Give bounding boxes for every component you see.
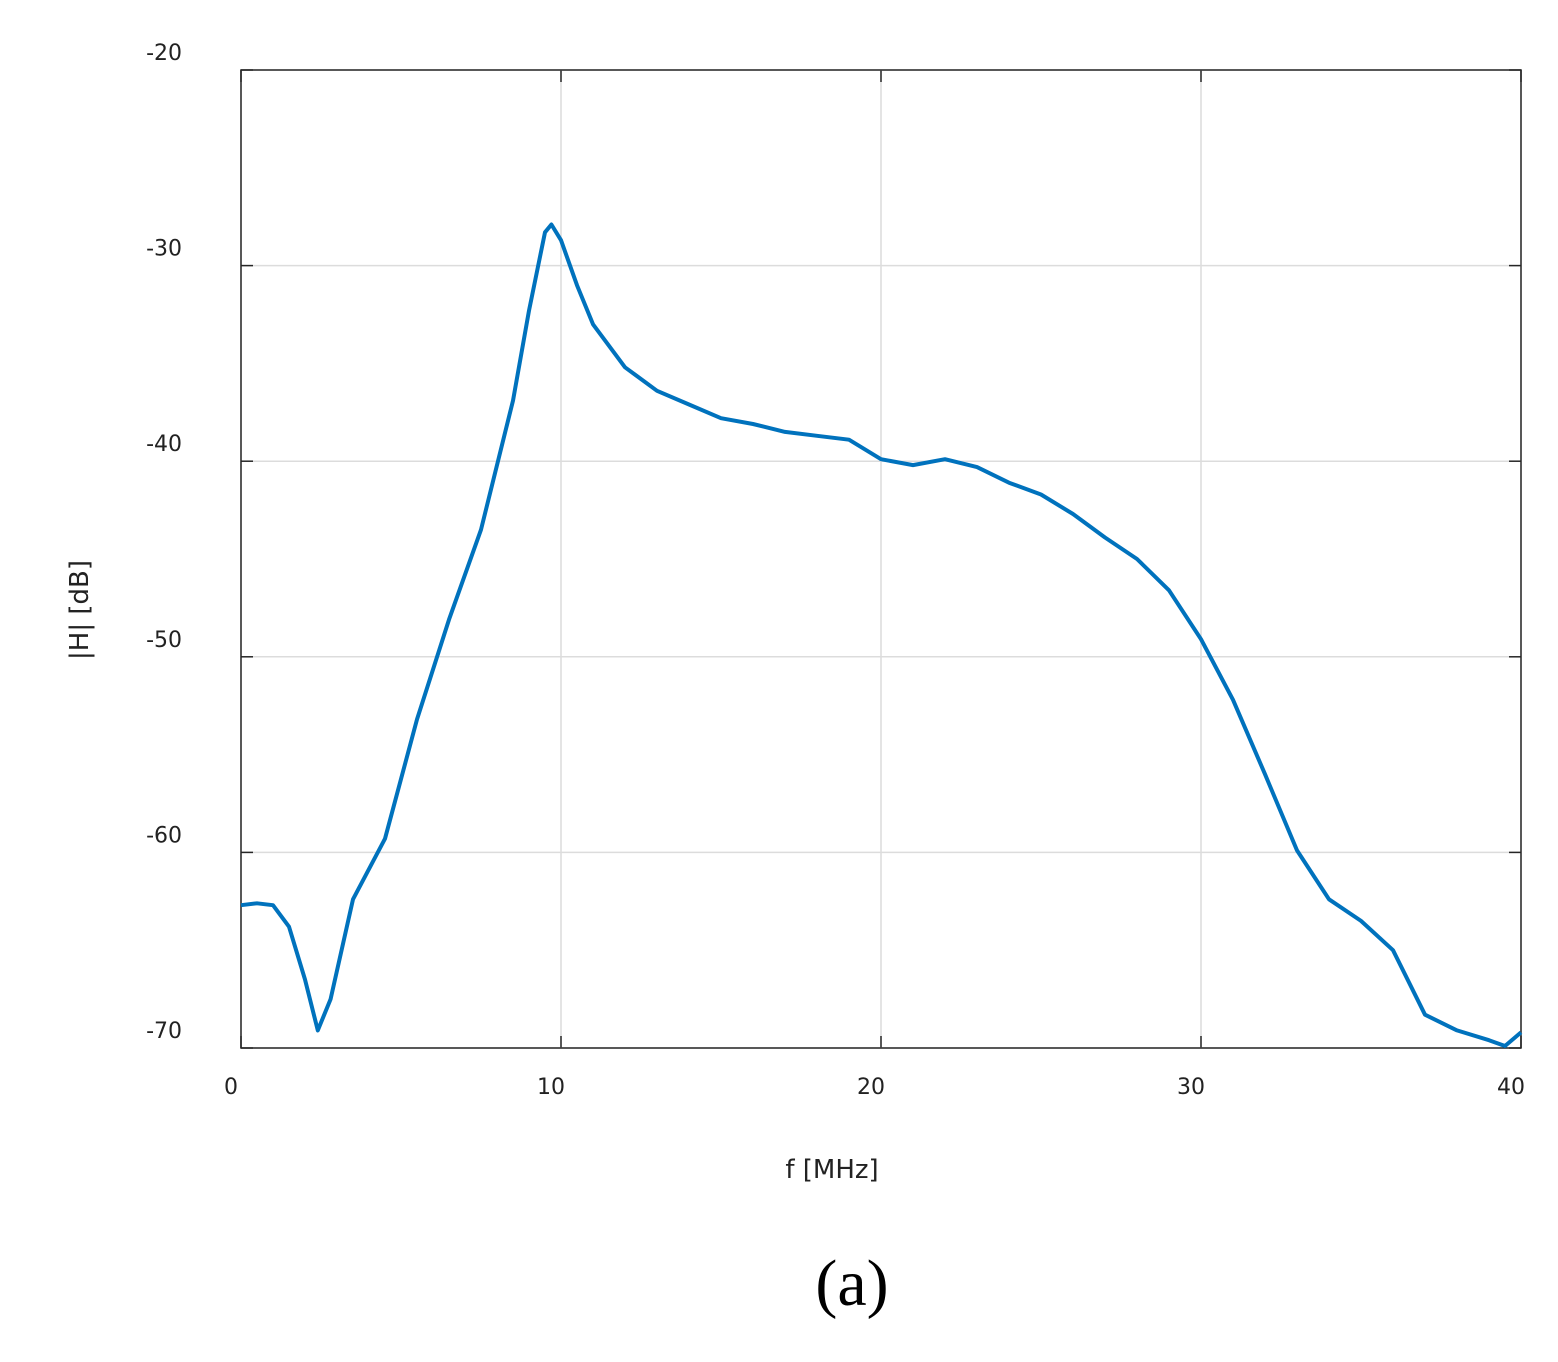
y-tick-label: -20 [146,41,182,66]
x-tick-label: 20 [857,1075,885,1100]
y-tick-label: -50 [146,628,182,653]
x-tick-label: 30 [1177,1075,1205,1100]
y-tick-label: -70 [146,1019,182,1044]
x-tick-label: 10 [537,1075,565,1100]
x-tick-label: 0 [224,1075,238,1100]
caption: (a) [815,1247,888,1320]
y-axis-label: |H| [dB] [65,560,95,660]
data-line [240,222,1523,1048]
x-axis-label: f [MHz] [785,1155,878,1185]
plot-frame [240,69,1522,1049]
y-tick-label: -40 [146,432,182,457]
y-tick-label: -60 [146,823,182,848]
y-tick-label: -30 [146,237,182,262]
x-tick-label: 40 [1497,1075,1525,1100]
